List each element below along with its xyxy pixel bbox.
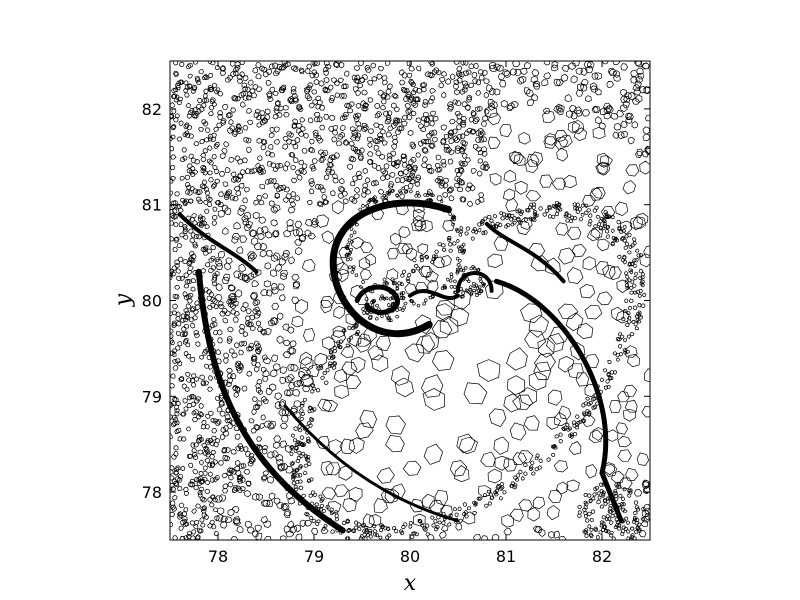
y-tick-label: 82 (142, 100, 162, 119)
x-tick-label: 81 (496, 547, 516, 566)
x-tick-label: 82 (592, 547, 612, 566)
x-tick-label: 78 (208, 547, 228, 566)
y-tick-label: 78 (142, 483, 162, 502)
y-tick-label: 79 (142, 387, 162, 406)
x-axis-label: x (404, 571, 417, 596)
y-axis-label: y (111, 293, 136, 307)
x-tick-label: 79 (304, 547, 324, 566)
y-tick-label: 80 (142, 292, 162, 311)
y-tick-label: 81 (142, 196, 162, 215)
x-tick-label: 80 (400, 547, 420, 566)
mesh-layer (168, 58, 656, 543)
